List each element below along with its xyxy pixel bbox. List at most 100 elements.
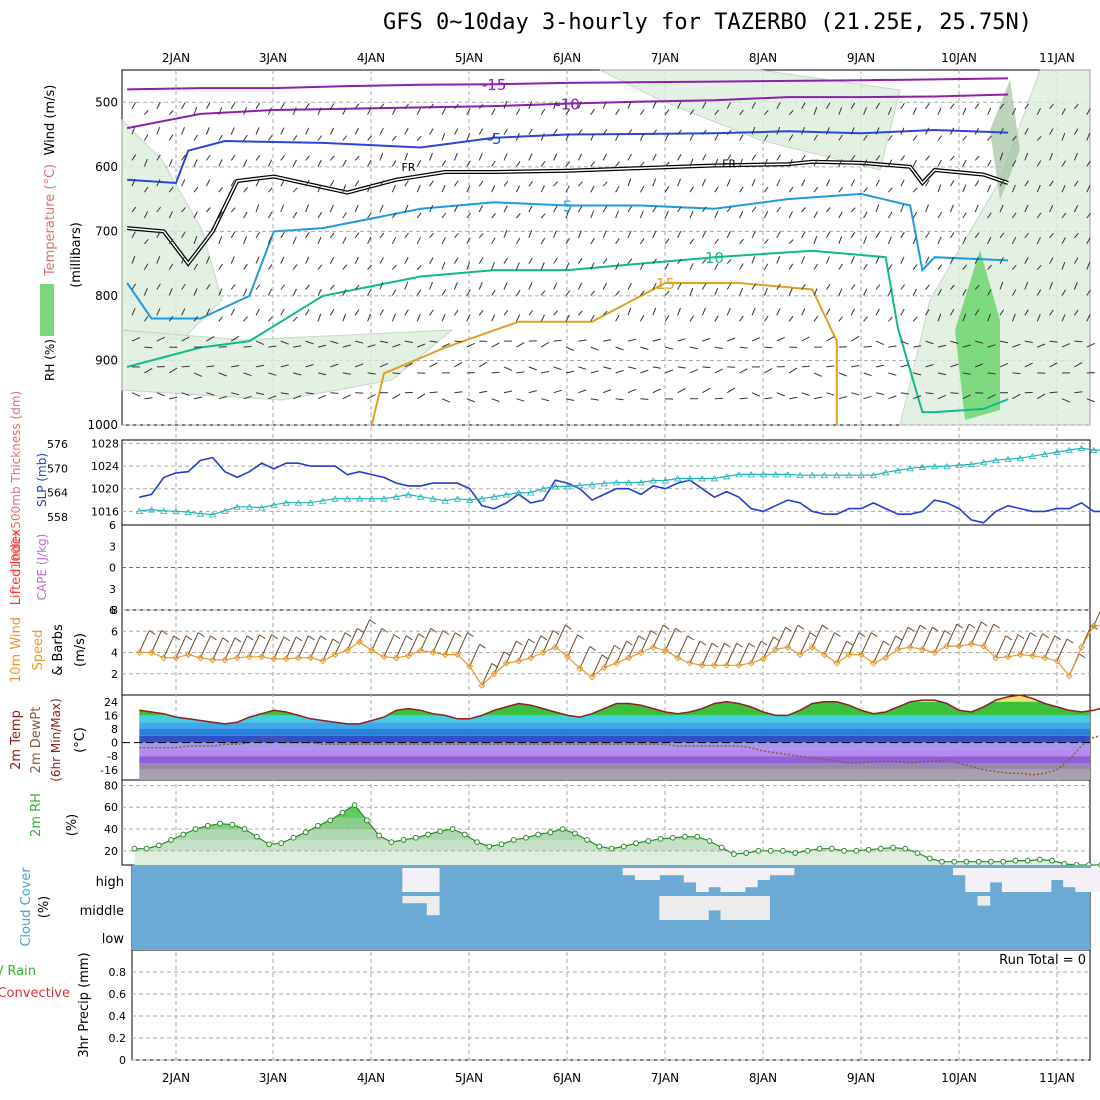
wind-speed-point	[490, 670, 498, 678]
high-cloud-cell	[1038, 868, 1052, 892]
upper-wind-barb	[330, 392, 339, 394]
upper-wind-barb	[850, 207, 856, 213]
upper-wind-barbs	[131, 100, 1095, 403]
high-cloud-cell	[708, 868, 722, 888]
wind-speed-point	[184, 651, 192, 659]
rh-point	[792, 850, 799, 856]
temp-band	[139, 695, 1090, 702]
upper-wind-barb	[255, 284, 261, 290]
upper-wind-barb	[280, 179, 285, 187]
upper-wind-barb	[975, 363, 984, 368]
wind-barb-flag	[699, 640, 707, 646]
upper-wind-barb	[912, 236, 917, 245]
upper-wind-barb	[590, 398, 599, 401]
wind-speed-point	[1041, 654, 1049, 662]
upper-wind-barb	[665, 369, 674, 374]
high-cloud-cell	[757, 868, 770, 880]
upper-wind-barb	[937, 313, 942, 322]
wind-barb-10m	[1056, 638, 1068, 662]
upper-wind-barb	[491, 371, 500, 374]
slp-tick-label: 1016	[91, 505, 119, 518]
upper-wind-barb	[1036, 393, 1046, 400]
upper-wind-barb	[553, 153, 558, 161]
upper-wind-barb	[367, 344, 376, 348]
upper-wind-barb	[305, 308, 310, 316]
upper-wind-barb	[565, 346, 575, 352]
isotherm-label: -5	[487, 130, 502, 148]
upper-wind-barb	[553, 389, 562, 394]
upper-wind-barb	[577, 129, 583, 135]
upper-wind-barb	[677, 366, 686, 369]
wind-speed-point	[723, 661, 731, 669]
wind-barb-10m	[738, 643, 750, 666]
wind-barb-10m	[163, 635, 175, 659]
upper-wind-barb	[1024, 257, 1029, 264]
upper-wind-barb	[453, 282, 458, 290]
rh-tick-label: 20	[104, 845, 118, 858]
cape-axis-label: CAPE (J/kg)	[35, 534, 49, 601]
upper-wind-barb	[949, 309, 955, 316]
wind-barb-10m	[200, 635, 211, 659]
upper-wind-barb	[987, 264, 992, 270]
upper-wind-barb	[677, 129, 682, 135]
upper-wind-barb	[1049, 180, 1054, 187]
upper-wind-barb	[230, 127, 235, 135]
upper-wind-barb	[838, 187, 843, 193]
upper-wind-barb	[367, 236, 372, 245]
upper-wind-barb	[218, 211, 223, 219]
upper-wind-barb	[627, 388, 637, 394]
upper-wind-barb	[416, 184, 421, 193]
upper-wind-barb	[342, 159, 347, 167]
wind-barb-flag	[565, 624, 572, 630]
upper-wind-barb	[850, 179, 855, 187]
isotherm-line	[126, 192, 1009, 320]
upper-wind-barb	[801, 365, 810, 368]
upper-wind-barb	[156, 154, 161, 161]
cloud-level-middle: middle	[80, 904, 124, 919]
upper-wind-barb	[739, 134, 744, 141]
upper-wind-barb	[429, 281, 433, 290]
upper-wind-barb	[714, 287, 719, 296]
upper-wind-barb	[912, 135, 918, 141]
upper-wind-barb	[391, 160, 397, 167]
upper-wind-barb	[515, 262, 520, 270]
wind-barb-10m	[346, 628, 358, 651]
upper-wind-barb	[230, 231, 236, 239]
upper-wind-barb	[1061, 184, 1066, 193]
thickness-point	[331, 495, 339, 502]
wind-speed-point	[845, 651, 853, 659]
upper-wind-barb	[466, 398, 475, 403]
upper-wind-barb	[391, 107, 397, 115]
upper-wind-barb	[280, 256, 285, 264]
isotherm-line	[127, 128, 1009, 185]
upper-wind-barb	[987, 107, 992, 115]
thickness-point	[1065, 446, 1073, 454]
wind-barb-flag	[932, 626, 939, 632]
wind-barb-10m	[432, 630, 444, 653]
rh-point	[804, 847, 811, 854]
wind-speed-point	[857, 651, 865, 659]
upper-wind-barb	[913, 395, 922, 400]
upper-wind-barb	[590, 161, 595, 167]
upper-wind-barb	[1073, 205, 1079, 213]
wind-barb-10m	[261, 634, 273, 657]
wind-speed-point	[625, 654, 633, 662]
isotherm-label: 5	[563, 198, 573, 216]
upper-wind-barb	[999, 309, 1005, 316]
wind-barb-flag	[993, 623, 1000, 629]
upper-wind-barb	[788, 159, 793, 167]
upper-wind-barb	[565, 370, 575, 374]
upper-wind-barb	[925, 155, 930, 161]
upper-wind-barb	[652, 366, 661, 369]
mid-cloud-cell	[426, 896, 440, 916]
thickness-point	[808, 471, 816, 479]
rh-point	[559, 826, 566, 832]
wind-barb-10m	[138, 630, 150, 653]
upper-wind-barb	[925, 179, 930, 187]
upper-wind-barb	[466, 262, 471, 270]
wind-barb-flag	[956, 623, 964, 629]
temp-band	[139, 735, 1090, 743]
upper-wind-barb	[1086, 108, 1091, 115]
upper-wind-barb	[553, 205, 558, 213]
upper-wind-barb	[143, 211, 149, 219]
